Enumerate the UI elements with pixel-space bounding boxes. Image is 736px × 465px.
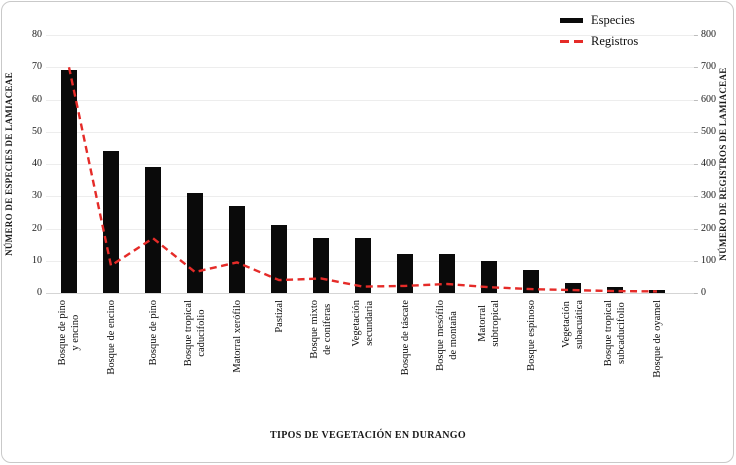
left-axis-tick-label: 30 <box>32 190 42 202</box>
right-axis-tick-label: 500 <box>701 125 716 137</box>
right-axis-tick-label: 100 <box>701 254 716 266</box>
category-label: Bosque mesófilo de montaña <box>435 300 459 371</box>
left-axis-tick-label: 70 <box>32 61 42 73</box>
category-label: Matorral subtropical <box>477 300 501 347</box>
left-axis-tick-label: 40 <box>32 158 42 169</box>
category-label: Matorral xerófilo <box>231 300 243 373</box>
especies-bar <box>61 70 77 293</box>
especies-bar <box>355 238 371 293</box>
gridline <box>46 131 697 133</box>
right-axis-tick-mark <box>694 164 698 165</box>
category-label: Bosque de táscate <box>399 300 411 376</box>
category-label: Pastizal <box>273 300 285 333</box>
category-label: Bosque de pino y encino <box>57 300 81 366</box>
right-axis-tick-mark <box>694 228 698 230</box>
category-label: Bosque de encino <box>105 300 117 375</box>
especies-bar <box>565 283 581 293</box>
left-axis-tick-label: 0 <box>37 287 42 298</box>
legend-label-registros: Registros <box>591 34 639 48</box>
gridline <box>46 260 697 262</box>
category-label: Bosque tropical caducifolio <box>183 300 207 367</box>
left-axis-tick-label: 80 <box>32 29 42 40</box>
registros-dash-marker-icon <box>560 40 583 43</box>
legend-item-especies: Especies <box>560 10 690 31</box>
right-axis-tick-mark <box>694 99 698 101</box>
especies-bar <box>271 225 287 293</box>
especies-bar <box>187 193 203 293</box>
gridline <box>46 228 697 230</box>
category-label: Bosque de pino <box>147 300 159 366</box>
gridline <box>46 164 697 165</box>
right-axis-tick-label: 800 <box>701 29 716 40</box>
especies-bar <box>481 260 497 293</box>
right-axis-tick-mark <box>694 196 698 198</box>
especies-bar <box>649 289 665 293</box>
right-axis-tick-mark <box>694 293 698 294</box>
right-axis-tick-label: 0 <box>701 287 706 298</box>
right-axis-tick-label: 200 <box>701 222 716 234</box>
especies-bar <box>439 254 455 293</box>
category-label: Bosque de oyamel <box>651 300 663 378</box>
right-axis-tick-label: 400 <box>701 158 716 169</box>
especies-bar <box>103 151 119 293</box>
gridline <box>46 67 697 69</box>
right-axis-tick-mark <box>694 260 698 262</box>
left-axis-title: NÚMERO DE ESPECIES DE LAMIACEAE <box>4 72 14 256</box>
especies-bar <box>313 238 329 293</box>
especies-bar <box>397 254 413 293</box>
legend: Especies Registros <box>560 10 690 52</box>
category-label: Vegetación secundaria <box>351 300 375 347</box>
left-axis-tick-label: 50 <box>32 125 42 137</box>
left-axis-tick-label: 20 <box>32 222 42 234</box>
especies-bar <box>607 286 623 293</box>
especies-bar <box>145 167 161 293</box>
x-axis-title: TIPOS DE VEGETACIÓN EN DURANGO <box>270 430 466 441</box>
right-axis-title: NÚMERO DE REGISTROS DE LAMIACEAE <box>718 67 728 261</box>
especies-bar-marker-icon <box>560 18 583 23</box>
right-axis-tick-label: 700 <box>701 61 716 73</box>
left-axis-tick-label: 10 <box>32 254 42 266</box>
category-label: Bosque espinoso <box>525 300 537 371</box>
gridline <box>46 35 697 36</box>
x-axis-line <box>46 293 697 294</box>
right-axis-tick-label: 300 <box>701 190 716 202</box>
category-label: Bosque tropical subcaducifolio <box>603 300 627 367</box>
especies-bar <box>229 205 245 293</box>
gridline <box>46 99 697 101</box>
right-axis-tick-mark <box>694 35 698 36</box>
right-axis-tick-mark <box>694 131 698 133</box>
right-axis-tick-label: 600 <box>701 93 716 105</box>
gridline <box>46 196 697 198</box>
category-label: Bosque mixto de coníferas <box>309 300 333 359</box>
legend-label-especies: Especies <box>591 13 635 27</box>
left-axis-tick-label: 60 <box>32 93 42 105</box>
especies-bar <box>523 270 539 293</box>
legend-item-registros: Registros <box>560 31 690 52</box>
category-label: Vegetación subacuática <box>561 300 585 349</box>
right-axis-tick-mark <box>694 67 698 69</box>
